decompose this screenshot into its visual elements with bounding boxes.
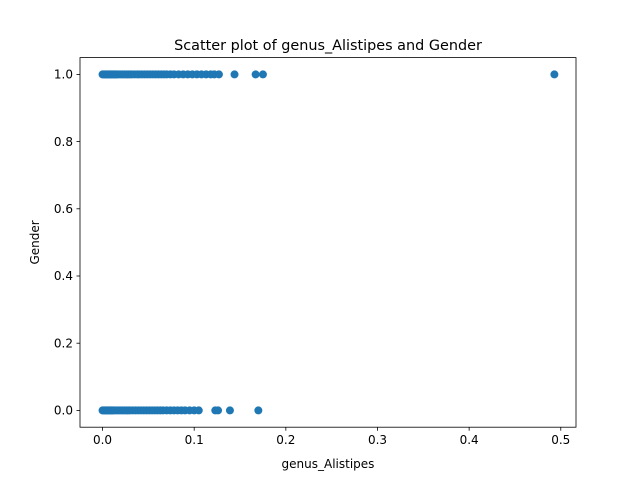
data-point — [214, 70, 223, 79]
plot-frame — [79, 57, 577, 428]
data-point — [258, 70, 267, 79]
data-point — [254, 406, 263, 415]
y-tick-label: 0.8 — [54, 135, 73, 149]
plot-area — [98, 70, 559, 415]
x-tick-label: 0.1 — [185, 433, 204, 447]
data-point — [194, 406, 203, 415]
x-tick-label: 0.5 — [551, 433, 570, 447]
y-tick-label: 0.2 — [54, 336, 73, 350]
data-point — [225, 406, 234, 415]
data-point — [214, 406, 223, 415]
x-tick-label: 0.2 — [276, 433, 295, 447]
y-axis-label: Gender — [28, 220, 42, 264]
data-point — [230, 70, 239, 79]
x-tick-label: 0.3 — [368, 433, 387, 447]
y-tick-label: 1.0 — [54, 68, 73, 82]
x-axis: 0.0 0.1 0.2 0.3 0.4 0.5 — [93, 427, 570, 447]
y-tick-label: 0.4 — [54, 269, 73, 283]
x-axis-label: genus_Alistipes — [282, 457, 375, 471]
data-point — [251, 70, 260, 79]
y-tick-label: 0.0 — [54, 404, 73, 418]
x-tick-label: 0.4 — [460, 433, 479, 447]
y-tick-label: 0.6 — [54, 202, 73, 216]
chart-title: Scatter plot of genus_Alistipes and Gend… — [174, 38, 482, 54]
y-axis: 0.0 0.2 0.4 0.6 0.8 1.0 — [54, 68, 80, 418]
x-tick-label: 0.0 — [93, 433, 112, 447]
data-point — [550, 70, 559, 79]
